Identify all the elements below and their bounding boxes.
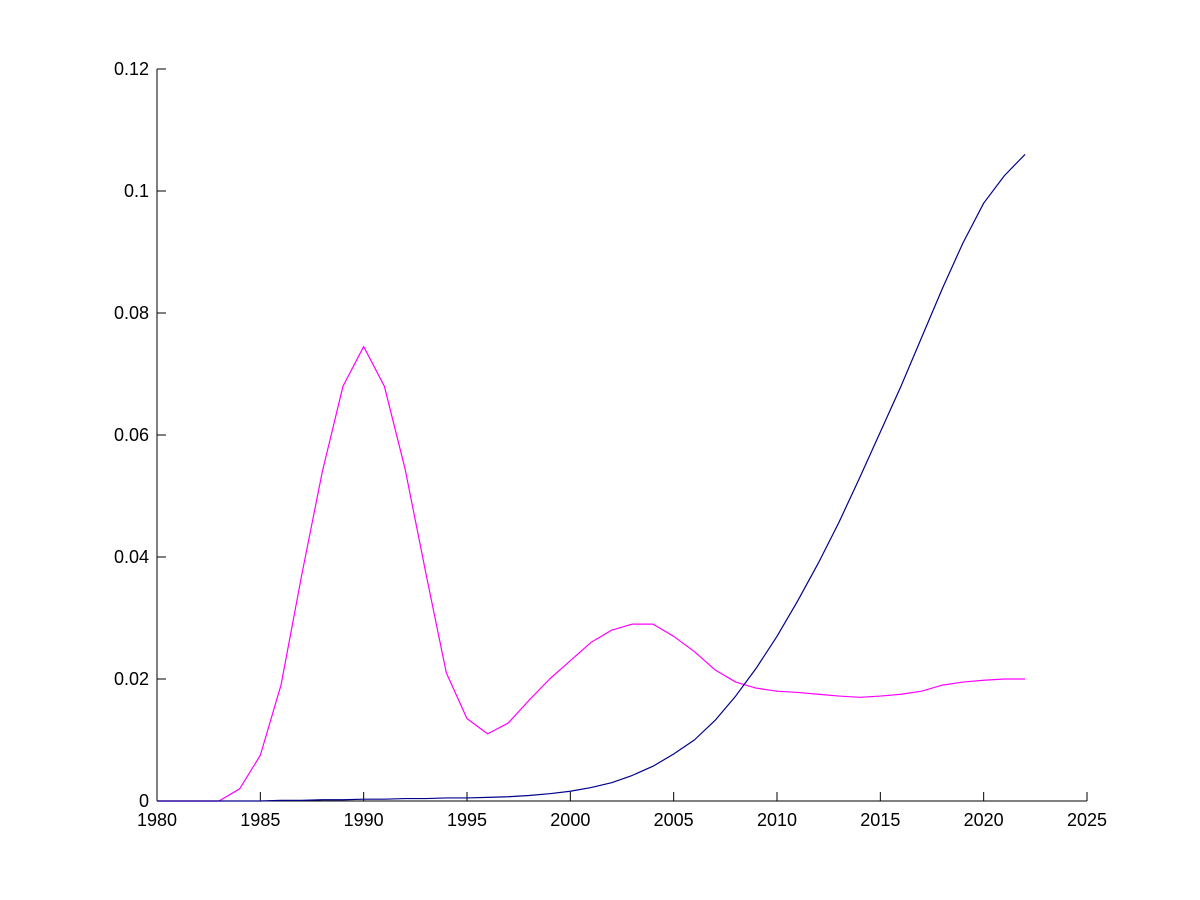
x-tick-label: 1990 (344, 810, 384, 830)
y-tick-label: 0.12 (114, 59, 149, 79)
x-tick-label: 2015 (860, 810, 900, 830)
x-ticks: 1980 1985 1990 1995 2000 2005 2010 2015 2020 2025 (137, 792, 1107, 830)
y-tick-label: 0.06 (114, 425, 149, 445)
series-line-1 (157, 345, 1025, 802)
x-tick-label: 1995 (447, 810, 487, 830)
axes (156, 69, 1087, 802)
y-tick-label: 0.1 (124, 181, 149, 201)
x-tick-label: 2005 (654, 810, 694, 830)
x-tick-label: 2010 (757, 810, 797, 830)
x-tick-label: 2025 (1067, 810, 1107, 830)
x-tick-label: 1980 (137, 810, 177, 830)
x-tick-label: 1985 (240, 810, 280, 830)
y-tick-label: 0.02 (114, 669, 149, 689)
y-tick-label: 0.04 (114, 547, 149, 567)
series-layer (157, 153, 1026, 802)
x-tick-label: 2020 (964, 810, 1004, 830)
y-tick-label: 0.08 (114, 303, 149, 323)
x-tick-label: 2000 (550, 810, 590, 830)
y-tick-label: 0 (139, 791, 149, 811)
y-ticks: 0 0.02 0.04 0.06 0.08 0.1 0.12 (114, 59, 166, 811)
series-line-2 (157, 153, 1026, 802)
